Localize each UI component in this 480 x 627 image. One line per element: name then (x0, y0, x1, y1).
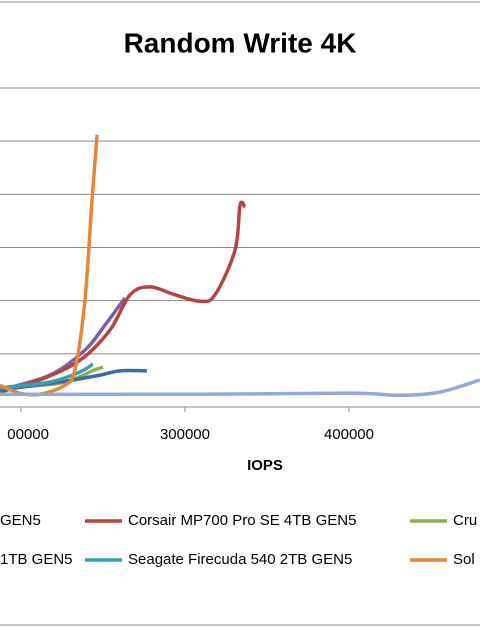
legend-label: 1TB GEN5 (0, 551, 73, 568)
series-line (0, 134, 99, 397)
series-line (0, 378, 480, 398)
legend-label: Sol (453, 551, 475, 568)
legend-label: Corsair MP700 Pro SE 4TB GEN5 (128, 512, 356, 529)
legend-label: Seagate Firecuda 540 2TB GEN5 (128, 551, 352, 568)
legend-label: GEN5 (0, 512, 41, 529)
x-axis-label: IOPS (247, 457, 283, 474)
series-line (0, 362, 94, 390)
legend-label: Cru (453, 512, 477, 529)
x-tick-label: 300000 (160, 426, 210, 443)
series-line (0, 296, 127, 392)
x-tick-label: 00000 (7, 426, 49, 443)
series-line (0, 200, 247, 394)
x-tick-label: 400000 (324, 426, 374, 443)
chart-title: Random Write 4K (124, 27, 357, 58)
